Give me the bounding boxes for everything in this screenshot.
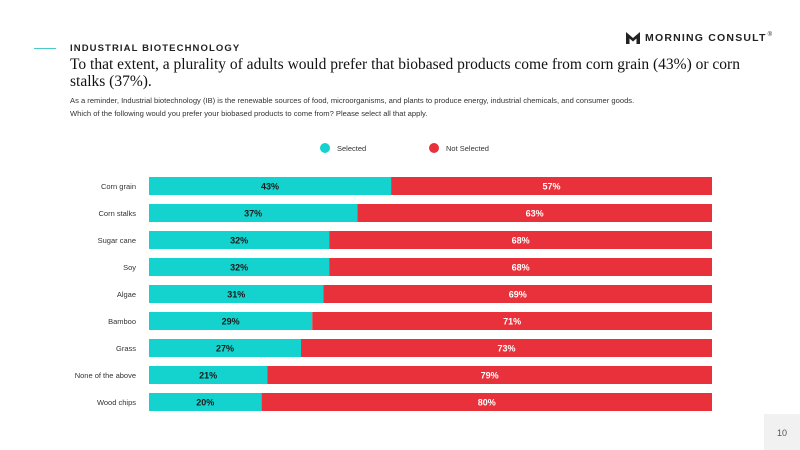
- category-label-algae: Algae: [117, 290, 136, 299]
- bar-corn-grain-not-selected: [391, 177, 712, 195]
- data-label-soy-not-selected: 68%: [512, 263, 530, 273]
- bar-grass-not-selected: [301, 339, 712, 357]
- data-label-wood-chips-selected: 20%: [196, 398, 214, 408]
- bar-wood-chips-not-selected: [261, 393, 712, 411]
- bar-bamboo-selected: [149, 312, 313, 330]
- bar-grass-selected: [149, 339, 302, 357]
- legend-label-not-selected: Not Selected: [446, 144, 489, 153]
- data-label-wood-chips-not-selected: 80%: [478, 398, 496, 408]
- data-label-grass-not-selected: 73%: [497, 344, 515, 354]
- data-label-sugar-cane-not-selected: 68%: [512, 236, 530, 246]
- data-label-sugar-cane-selected: 32%: [230, 236, 248, 246]
- data-label-corn-grain-selected: 43%: [261, 182, 279, 192]
- data-label-grass-selected: 27%: [216, 344, 234, 354]
- section-label: INDUSTRIAL BIOTECHNOLOGY: [70, 43, 241, 54]
- page-title: To that extent, a plurality of adults wo…: [70, 56, 740, 90]
- category-label-sugar-cane: Sugar cane: [98, 236, 136, 245]
- bar-wood-chips-selected: [149, 393, 262, 411]
- data-label-corn-stalks-selected: 37%: [244, 209, 262, 219]
- bar-algae-selected: [149, 285, 324, 303]
- bar-bamboo-not-selected: [312, 312, 712, 330]
- data-label-bamboo-not-selected: 71%: [503, 317, 521, 327]
- page-number-box: 10: [764, 414, 800, 450]
- data-label-algae-not-selected: 69%: [509, 290, 527, 300]
- data-label-none-of-the-above-selected: 21%: [199, 371, 217, 381]
- brand-mark: ®: [767, 32, 773, 38]
- category-label-wood-chips: Wood chips: [97, 398, 136, 407]
- question-text: Which of the following would you prefer …: [70, 109, 428, 118]
- category-label-none-of-the-above: None of the above: [75, 371, 136, 380]
- category-label-corn-grain: Corn grain: [101, 182, 136, 191]
- category-label-bamboo: Bamboo: [108, 317, 136, 326]
- accent-line: [34, 48, 56, 49]
- bar-none-of-the-above-selected: [149, 366, 268, 384]
- bar-sugar-cane-selected: [149, 231, 330, 249]
- data-label-bamboo-selected: 29%: [222, 317, 240, 327]
- bar-none-of-the-above-not-selected: [267, 366, 712, 384]
- data-label-none-of-the-above-not-selected: 79%: [481, 371, 499, 381]
- bar-algae-not-selected: [323, 285, 712, 303]
- category-label-soy: Soy: [123, 263, 136, 272]
- bar-corn-stalks-not-selected: [357, 204, 712, 222]
- bar-corn-grain-selected: [149, 177, 392, 195]
- bar-soy-selected: [149, 258, 330, 276]
- legend-swatch-selected: [320, 143, 330, 153]
- page-number: 10: [776, 428, 787, 438]
- legend-swatch-not-selected: [429, 143, 439, 153]
- category-label-grass: Grass: [116, 344, 136, 353]
- brand-name: MORNING CONSULT: [645, 32, 767, 44]
- category-label-corn-stalks: Corn stalks: [98, 209, 136, 218]
- data-label-corn-grain-not-selected: 57%: [543, 182, 561, 192]
- bar-soy-not-selected: [329, 258, 712, 276]
- data-label-soy-selected: 32%: [230, 263, 248, 273]
- legend-label-selected: Selected: [337, 144, 366, 153]
- stacked-bar-chart: Selected Not Selected Corn grain 43% 57% Corn…: [75, 143, 712, 411]
- brand-logo: MORNING CONSULT ®: [626, 32, 772, 44]
- reminder-text: As a reminder, Industrial biotechnology …: [70, 96, 635, 105]
- data-label-corn-stalks-not-selected: 63%: [526, 209, 544, 219]
- morning-consult-logo-icon: [626, 32, 640, 44]
- bar-sugar-cane-not-selected: [329, 231, 712, 249]
- bar-corn-stalks-selected: [149, 204, 358, 222]
- data-label-algae-selected: 31%: [227, 290, 245, 300]
